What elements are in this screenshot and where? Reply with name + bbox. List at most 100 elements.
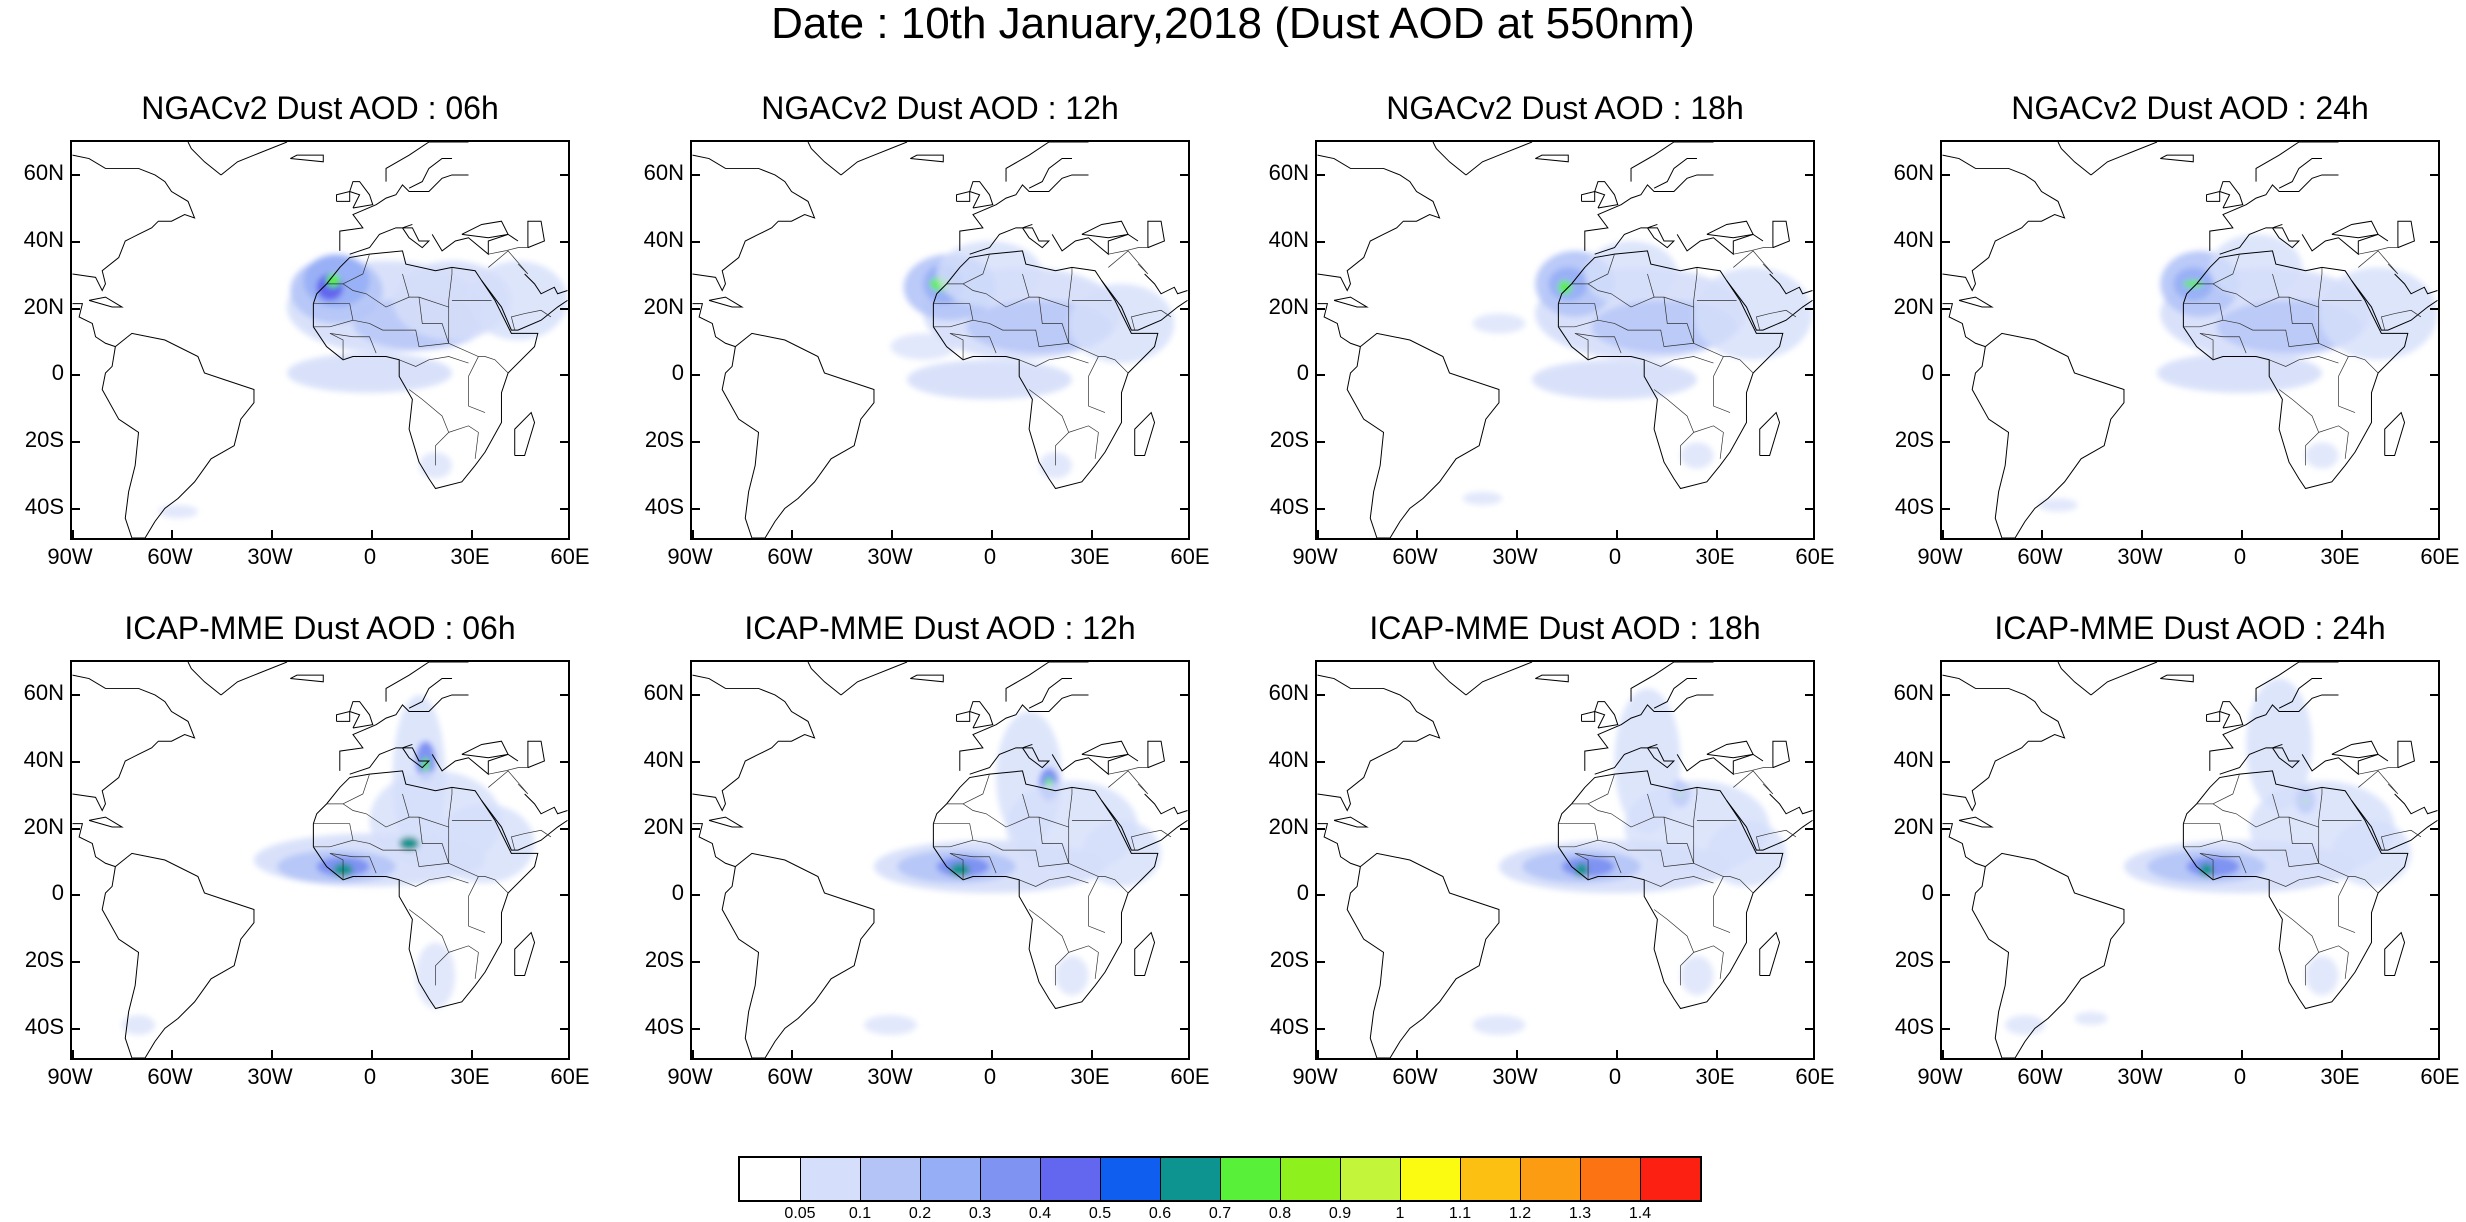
country-border xyxy=(2278,389,2320,466)
lon-label: 60E xyxy=(2420,544,2460,569)
lon-tick xyxy=(271,1050,273,1058)
coastline xyxy=(431,753,519,776)
lat-tick xyxy=(1180,894,1188,897)
lon-tick xyxy=(1091,530,1093,538)
coastline xyxy=(2057,142,2092,176)
lon-label: 30W xyxy=(1492,544,1538,569)
coastline xyxy=(1971,852,2125,1058)
country-border xyxy=(1647,793,1655,818)
coastline xyxy=(1147,220,1165,249)
lat-label: 20S xyxy=(1894,947,1934,972)
country-border xyxy=(1733,770,1774,795)
country-border xyxy=(488,770,529,795)
map-panel-icap-mme-24h: ICAP-MME Dust AOD : 24h 60N 40N 20N 0 20S 40S 9… xyxy=(1870,610,2460,1130)
coastline xyxy=(959,694,1089,771)
coastline xyxy=(1081,220,1129,239)
country-border xyxy=(1755,829,1797,851)
lat-tick xyxy=(1942,241,1950,243)
coastline xyxy=(1772,220,1790,249)
lat-tick xyxy=(2430,761,2438,763)
coastline xyxy=(290,674,324,683)
coastline xyxy=(1557,770,1784,1010)
coastline xyxy=(1594,743,1676,775)
coastline xyxy=(1317,154,1441,292)
lat-label: 20S xyxy=(1269,947,1309,972)
lat-label: 0 xyxy=(671,880,684,906)
lat-tick xyxy=(72,961,80,963)
lon-label: 0 xyxy=(983,544,997,569)
lat-label: 40N xyxy=(643,227,684,252)
lat-label: 40N xyxy=(1893,747,1934,772)
dust-plume xyxy=(1706,820,1787,887)
lat-tick xyxy=(560,1027,568,1030)
dust-plume-layer xyxy=(122,695,535,1035)
colorbar-label: 0.8 xyxy=(1268,1205,1292,1222)
country-border xyxy=(1022,273,1030,298)
coastline xyxy=(290,154,324,163)
coastline xyxy=(101,332,255,538)
map-frame xyxy=(70,660,570,1060)
country-border xyxy=(1693,425,1724,459)
lat-tick xyxy=(2430,307,2438,310)
lat-label: 0 xyxy=(671,360,684,386)
coastline xyxy=(2182,250,2409,490)
lon-tick xyxy=(991,530,993,538)
coastline xyxy=(1005,142,1089,182)
coastline xyxy=(312,770,539,1010)
map-frame xyxy=(1315,660,1815,1060)
lon-label: 30W xyxy=(247,1064,293,1089)
lon-tick xyxy=(991,1050,993,1058)
lon-tick xyxy=(1616,530,1618,538)
country-border xyxy=(1653,389,1695,466)
lat-tick xyxy=(1317,694,1325,697)
lon-tick xyxy=(1516,530,1518,538)
lat-label: 40N xyxy=(643,747,684,772)
colorbar-box xyxy=(1460,1158,1520,1200)
lon-label: 30E xyxy=(1695,1064,1735,1089)
lat-tick xyxy=(1317,441,1325,443)
dust-plume xyxy=(2305,442,2339,469)
country-border xyxy=(352,307,450,348)
country-border xyxy=(1019,356,1089,367)
country-border xyxy=(1038,817,1070,864)
lon-label: 0 xyxy=(363,544,377,569)
colorbar-label: 0.2 xyxy=(908,1205,932,1222)
coastline xyxy=(336,710,351,722)
coastline xyxy=(2219,181,2244,209)
lat-label: 60N xyxy=(23,680,64,706)
country-border xyxy=(2358,250,2399,275)
lat-label: 20N xyxy=(1268,813,1309,839)
coastline xyxy=(2331,220,2379,239)
country-border xyxy=(1587,774,1615,805)
lon-label: 90W xyxy=(1917,1064,1963,1089)
coastline xyxy=(385,142,469,182)
lat-label: 60N xyxy=(643,160,684,186)
coastline xyxy=(1759,411,1781,457)
lon-label: 30W xyxy=(867,1064,913,1089)
country-border xyxy=(2318,862,2379,894)
lat-tick xyxy=(692,174,700,177)
map-panel-icap-mme-18h: ICAP-MME Dust AOD : 18h 60N 40N 20N 0 20S 40S 9… xyxy=(1245,610,1835,1130)
dust-plume-layer xyxy=(2005,678,2412,1035)
coastline xyxy=(187,142,222,176)
lat-tick xyxy=(1317,307,1325,310)
figure-title: Date : 10th January,2018 (Dust AOD at 55… xyxy=(771,0,1695,48)
coastline xyxy=(1051,753,1139,776)
country-border xyxy=(2272,793,2280,818)
coastline xyxy=(1759,931,1781,977)
dust-plume xyxy=(2331,820,2412,887)
dust-plume xyxy=(435,803,535,884)
lat-tick xyxy=(692,374,700,377)
country-border xyxy=(1644,876,1714,887)
dust-plume xyxy=(1558,280,1572,294)
country-border xyxy=(352,827,450,868)
colorbar-box xyxy=(980,1158,1040,1200)
lat-label: 60N xyxy=(23,160,64,186)
lon-label: 30E xyxy=(1070,544,1110,569)
lat-label: 40S xyxy=(1269,1013,1309,1039)
lat-label: 40S xyxy=(1894,1013,1934,1039)
lon-label: 60E xyxy=(1795,1064,1835,1089)
lat-label: 20N xyxy=(643,293,684,319)
dust-plume xyxy=(1472,1015,1526,1035)
lon-label: 30E xyxy=(450,544,490,569)
